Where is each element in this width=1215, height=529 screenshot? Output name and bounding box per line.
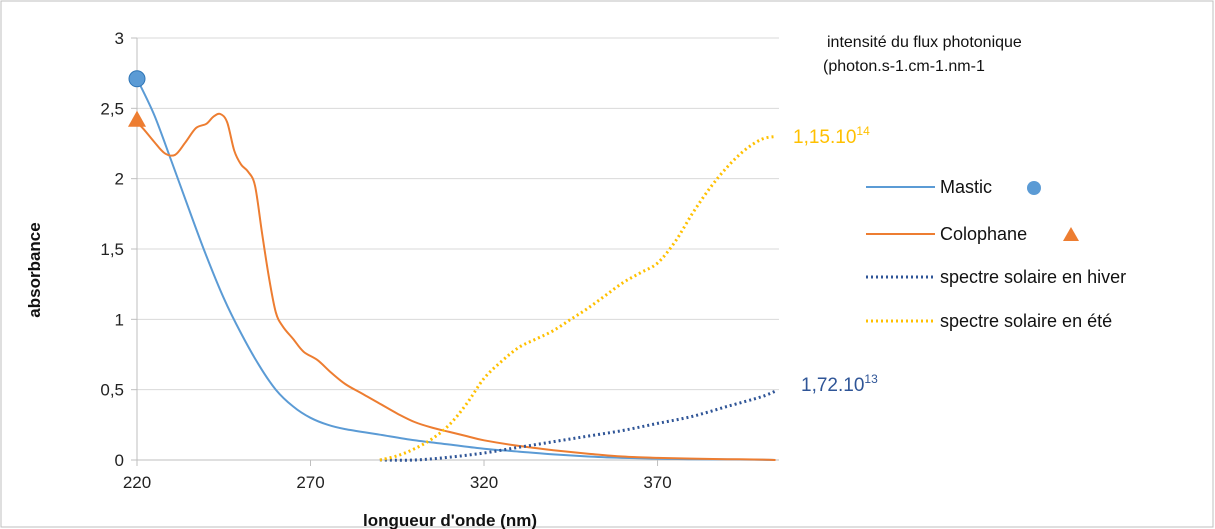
legend-label-ete: spectre solaire en été xyxy=(940,311,1112,331)
legend-item-ete: spectre solaire en été xyxy=(866,311,1112,331)
legend-label-mastic: Mastic xyxy=(940,177,992,197)
legend-label-hiver: spectre solaire en hiver xyxy=(940,267,1126,287)
legend-item-hiver: spectre solaire en hiver xyxy=(866,267,1126,287)
gridlines xyxy=(137,37,779,461)
legend-marker-triangle xyxy=(1063,227,1079,241)
legend-item-mastic: Mastic xyxy=(866,177,1041,197)
x-tick-label-0: 220 xyxy=(123,473,151,492)
annotation-summer-exp: 14 xyxy=(856,124,870,138)
y-tick-label-3: 1,5 xyxy=(100,240,124,259)
annotation-summer-max: 1,15.1014 xyxy=(793,124,870,148)
x-tick-label-3: 370 xyxy=(643,473,671,492)
y-tick-label-6: 3 xyxy=(115,29,124,48)
y-tick-label-0: 0 xyxy=(115,451,124,470)
series-marker-0 xyxy=(128,70,146,88)
y-tick-label-4: 2 xyxy=(115,170,124,189)
legend: Mastic Colophane spectre solaire en hive… xyxy=(866,177,1126,331)
x-tick-label-1: 270 xyxy=(296,473,324,492)
y-tick-label-1: 0,5 xyxy=(100,381,124,400)
x-axis: 220 270 320 370 xyxy=(123,459,779,492)
series-layer xyxy=(128,70,777,462)
y-axis-title: absorbance xyxy=(25,222,44,317)
series-line-1 xyxy=(136,112,776,461)
annotation-winter-base: 1,72.10 xyxy=(801,375,864,396)
flux-note-line-2: (photon.s-1.cm-1.nm-1 xyxy=(823,58,985,75)
legend-label-colophane: Colophane xyxy=(940,224,1027,244)
series-line-2 xyxy=(379,389,777,462)
legend-marker-circle xyxy=(1027,181,1041,195)
y-axis: 0 0,5 1 1,5 2 2,5 3 xyxy=(100,29,138,470)
x-tick-label-2: 320 xyxy=(470,473,498,492)
y-tick-label-5: 2,5 xyxy=(100,99,124,118)
series-marker-1 xyxy=(128,110,146,127)
flux-note-line-1: intensité du flux photonique xyxy=(827,34,1022,51)
y-tick-label-2: 1 xyxy=(115,310,124,329)
annotation-winter-max: 1,72.1013 xyxy=(801,372,878,396)
annotation-winter-exp: 13 xyxy=(864,372,878,386)
annotation-summer-base: 1,15.10 xyxy=(793,127,856,148)
legend-item-colophane: Colophane xyxy=(866,224,1079,244)
x-axis-title: longueur d'onde (nm) xyxy=(363,511,537,529)
